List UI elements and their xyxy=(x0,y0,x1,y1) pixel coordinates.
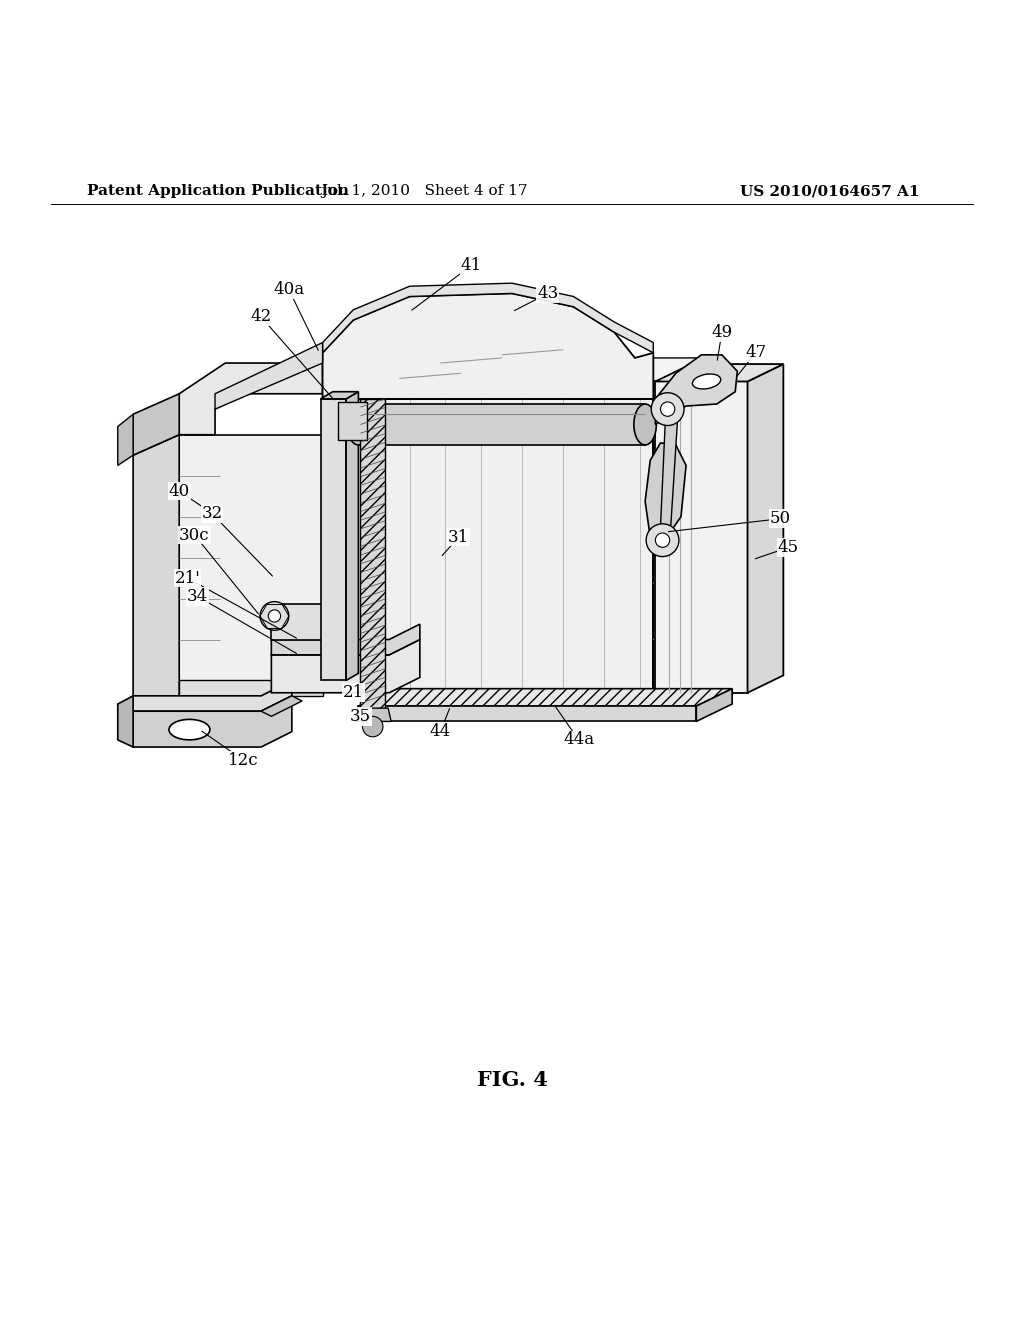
Text: 42: 42 xyxy=(251,309,271,326)
Polygon shape xyxy=(271,603,323,639)
Circle shape xyxy=(268,610,281,622)
Text: 21': 21' xyxy=(174,570,201,586)
Polygon shape xyxy=(321,392,358,399)
Polygon shape xyxy=(748,364,783,693)
Text: 32: 32 xyxy=(202,506,222,523)
Text: 47: 47 xyxy=(745,345,766,362)
Polygon shape xyxy=(179,681,323,696)
Polygon shape xyxy=(271,639,420,693)
Polygon shape xyxy=(346,392,358,681)
Polygon shape xyxy=(655,381,748,693)
Circle shape xyxy=(655,533,670,548)
Polygon shape xyxy=(358,689,732,706)
Polygon shape xyxy=(354,708,391,722)
Polygon shape xyxy=(215,343,323,409)
Polygon shape xyxy=(323,284,653,352)
Polygon shape xyxy=(655,355,737,425)
Text: FIG. 4: FIG. 4 xyxy=(476,1069,548,1090)
Text: 35: 35 xyxy=(350,708,371,725)
Polygon shape xyxy=(358,706,696,722)
Text: 44a: 44a xyxy=(563,731,594,748)
Polygon shape xyxy=(179,434,323,696)
Circle shape xyxy=(646,524,679,557)
Text: Patent Application Publication: Patent Application Publication xyxy=(87,183,349,198)
Polygon shape xyxy=(696,689,732,722)
Text: 43: 43 xyxy=(538,285,558,302)
Text: 31: 31 xyxy=(449,528,469,545)
Polygon shape xyxy=(133,696,292,747)
Polygon shape xyxy=(360,399,385,711)
Circle shape xyxy=(260,602,289,631)
Text: 30c: 30c xyxy=(179,527,210,544)
Polygon shape xyxy=(118,414,133,466)
Polygon shape xyxy=(653,358,748,693)
Text: 40: 40 xyxy=(169,483,189,499)
Text: 12c: 12c xyxy=(228,752,259,768)
Text: 44: 44 xyxy=(430,723,451,741)
Polygon shape xyxy=(118,696,133,747)
Polygon shape xyxy=(660,414,678,527)
Circle shape xyxy=(362,717,383,737)
Polygon shape xyxy=(358,381,688,399)
Text: 40a: 40a xyxy=(273,281,304,298)
Text: Jul. 1, 2010   Sheet 4 of 17: Jul. 1, 2010 Sheet 4 of 17 xyxy=(322,183,528,198)
Polygon shape xyxy=(358,404,645,445)
Polygon shape xyxy=(653,381,688,693)
Polygon shape xyxy=(179,363,323,434)
Ellipse shape xyxy=(347,404,370,445)
Text: 50: 50 xyxy=(770,511,791,527)
Circle shape xyxy=(651,393,684,425)
Polygon shape xyxy=(358,399,653,693)
Text: 49: 49 xyxy=(712,323,732,341)
Text: 45: 45 xyxy=(778,539,799,556)
Ellipse shape xyxy=(634,404,656,445)
Polygon shape xyxy=(323,293,653,399)
Polygon shape xyxy=(338,403,367,440)
Polygon shape xyxy=(271,624,420,655)
Polygon shape xyxy=(133,434,179,711)
Polygon shape xyxy=(321,399,346,681)
Ellipse shape xyxy=(692,374,721,389)
Polygon shape xyxy=(655,364,783,381)
Circle shape xyxy=(660,403,675,416)
Polygon shape xyxy=(133,393,179,455)
Polygon shape xyxy=(261,696,302,717)
Polygon shape xyxy=(133,681,292,711)
Ellipse shape xyxy=(169,719,210,741)
Text: US 2010/0164657 A1: US 2010/0164657 A1 xyxy=(739,183,920,198)
Text: 21: 21 xyxy=(343,684,364,701)
Text: 41: 41 xyxy=(461,257,481,275)
Polygon shape xyxy=(645,444,686,539)
Text: 34: 34 xyxy=(187,587,208,605)
